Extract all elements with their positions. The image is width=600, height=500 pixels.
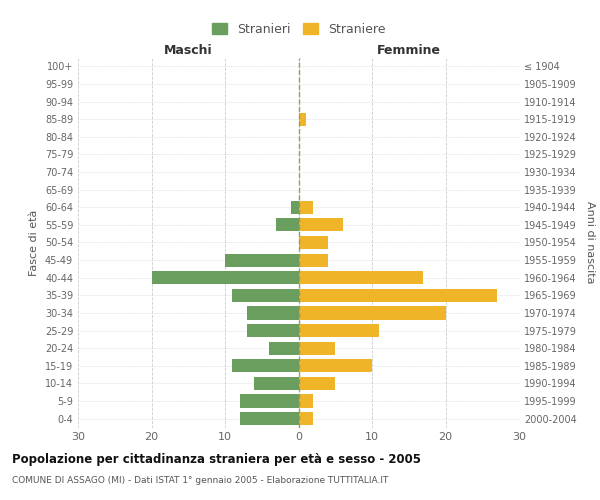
- Bar: [232, 359, 299, 372]
- Bar: [240, 394, 299, 407]
- Y-axis label: Fasce di età: Fasce di età: [29, 210, 39, 276]
- Legend: Stranieri, Straniere: Stranieri, Straniere: [208, 20, 389, 40]
- Bar: [299, 412, 313, 426]
- Bar: [269, 342, 299, 355]
- Bar: [299, 359, 372, 372]
- Bar: [277, 218, 299, 232]
- Bar: [291, 200, 299, 214]
- Bar: [254, 377, 299, 390]
- Bar: [299, 200, 313, 214]
- Bar: [299, 236, 328, 249]
- Bar: [299, 342, 335, 355]
- Text: Maschi: Maschi: [164, 44, 212, 58]
- Bar: [151, 271, 299, 284]
- Bar: [232, 288, 299, 302]
- Bar: [299, 288, 497, 302]
- Bar: [299, 306, 445, 320]
- Bar: [225, 254, 299, 266]
- Text: Femmine: Femmine: [377, 44, 441, 58]
- Bar: [299, 254, 328, 266]
- Bar: [247, 306, 299, 320]
- Bar: [247, 324, 299, 337]
- Bar: [299, 394, 313, 407]
- Y-axis label: Anni di nascita: Anni di nascita: [585, 201, 595, 284]
- Bar: [299, 271, 424, 284]
- Bar: [240, 412, 299, 426]
- Text: Popolazione per cittadinanza straniera per età e sesso - 2005: Popolazione per cittadinanza straniera p…: [12, 452, 421, 466]
- Bar: [299, 324, 379, 337]
- Bar: [299, 112, 306, 126]
- Text: COMUNE DI ASSAGO (MI) - Dati ISTAT 1° gennaio 2005 - Elaborazione TUTTITALIA.IT: COMUNE DI ASSAGO (MI) - Dati ISTAT 1° ge…: [12, 476, 388, 485]
- Bar: [299, 377, 335, 390]
- Bar: [299, 218, 343, 232]
